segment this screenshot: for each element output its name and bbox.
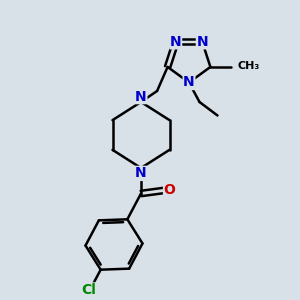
Text: N: N [135, 90, 147, 104]
Text: N: N [135, 167, 147, 180]
Text: N: N [183, 76, 195, 89]
Text: CH₃: CH₃ [237, 61, 260, 71]
Text: N: N [196, 35, 208, 49]
Text: N: N [170, 35, 182, 49]
Text: Cl: Cl [81, 283, 96, 297]
Text: O: O [164, 184, 175, 197]
